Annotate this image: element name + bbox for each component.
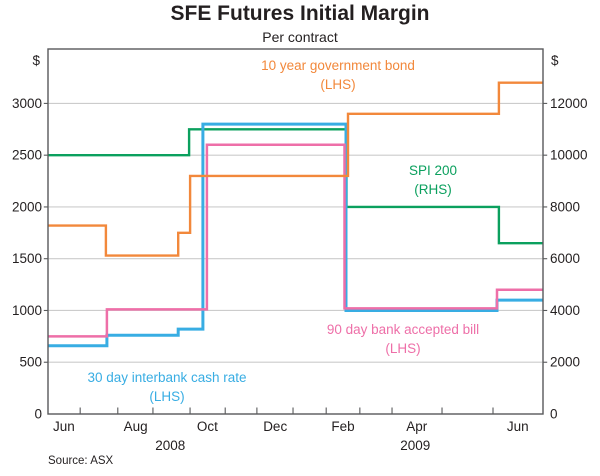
series-label-line: (RHS): [414, 181, 452, 197]
left-axis-label: 2500: [12, 148, 42, 163]
series-label-30-day-interbank-cash-rate: 30 day interbank cash rate (LHS): [87, 369, 246, 406]
chart-title: SFE Futures Initial Margin: [170, 2, 430, 25]
series-label-spi-200: SPI 200 (RHS): [409, 162, 457, 199]
chart-subtitle: Per contract: [262, 29, 338, 45]
series-label-line: (LHS): [385, 340, 421, 356]
series-label-line: 10 year government bond: [261, 58, 415, 73]
right-axis-label: 2000: [550, 355, 580, 370]
x-month-label: Apr: [406, 419, 428, 434]
series-line-30-day-interbank-cash-rate: [48, 122, 543, 348]
plot-frame: [47, 48, 544, 415]
left-axis-label: 2000: [12, 199, 42, 214]
x-month-label: Feb: [331, 419, 354, 434]
x-month-label: Dec: [263, 419, 287, 434]
series-line-spi-200: [48, 128, 543, 245]
series-label-90-day-bank-accepted-bill: 90 day bank accepted bill (LHS): [327, 321, 479, 358]
source-note: Source: ASX: [48, 455, 114, 467]
right-axis-unit: $: [551, 53, 559, 68]
left-axis-label: 500: [19, 355, 42, 370]
x-year-label: 2008: [155, 438, 185, 453]
series-label-line: 30 day interbank cash rate: [87, 370, 247, 385]
series-line-90-day-bank-accepted-bill: [48, 143, 543, 338]
series-label-line: SPI 200: [408, 163, 458, 178]
right-axis-label: 6000: [550, 251, 580, 266]
left-axis-label: 0: [34, 407, 42, 422]
series-label-line: 90 day bank accepted bill: [326, 322, 480, 337]
right-axis-label: 0: [550, 407, 558, 422]
series-label-line: (LHS): [149, 388, 185, 404]
x-month-label: Oct: [197, 419, 218, 434]
right-axis-label: 4000: [550, 303, 580, 318]
right-axis-label: 8000: [550, 199, 580, 214]
x-month-label: Jun: [53, 419, 75, 434]
x-month-label: Jun: [507, 419, 529, 434]
right-axis-label: 10000: [550, 148, 588, 163]
left-axis-label: 1000: [12, 303, 42, 318]
right-axis-label: 12000: [550, 96, 588, 111]
left-axis-unit: $: [32, 53, 40, 68]
series-label-line: (LHS): [320, 76, 356, 92]
x-year-label: 2009: [400, 438, 430, 453]
series-line-10-year-government-bond: [48, 81, 543, 257]
left-axis-label: 1500: [12, 251, 42, 266]
series-label-10-year-government-bond: 10 year government bond (LHS): [261, 57, 415, 94]
left-axis-label: 3000: [12, 96, 42, 111]
x-month-label: Aug: [124, 419, 148, 434]
